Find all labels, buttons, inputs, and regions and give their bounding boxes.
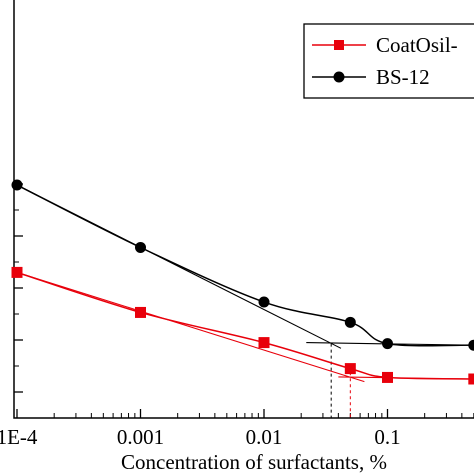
legend-box <box>303 23 474 99</box>
legend-marker-bs12 <box>333 71 345 83</box>
data-point-coatosil <box>382 371 393 383</box>
x-tick-label: 1E-4 <box>0 425 38 449</box>
series-line-coatosil <box>16 271 474 380</box>
series-line-bs12 <box>16 184 474 347</box>
data-point-bs12 <box>382 338 393 350</box>
data-point-coatosil <box>135 306 146 318</box>
data-point-bs12 <box>468 339 474 351</box>
data-point-coatosil <box>11 266 23 278</box>
x-tick-label: 0.1 <box>374 425 400 449</box>
data-point-bs12 <box>344 316 356 328</box>
series-layer <box>11 179 474 385</box>
legend: CoatOsil- BS-12 <box>303 23 474 99</box>
x-axis-title: Concentration of surfactants, % <box>121 450 387 474</box>
data-point-coatosil <box>258 337 270 349</box>
legend-label-coatosil: CoatOsil- <box>376 33 458 57</box>
legend-marker-coatosil <box>334 40 344 50</box>
x-tick-label: 0.01 <box>246 425 283 449</box>
tangent-line-coatosil-decline <box>16 271 365 383</box>
data-point-coatosil <box>468 373 474 385</box>
data-point-bs12 <box>11 179 23 191</box>
data-point-coatosil <box>344 363 356 375</box>
legend-label-bs12: BS-12 <box>376 65 430 89</box>
data-point-bs12 <box>258 296 270 308</box>
axes: 1E-4 0.001 0.01 0.1 <box>0 0 474 449</box>
data-point-bs12 <box>135 241 146 253</box>
x-tick-label: 0.001 <box>117 425 164 449</box>
